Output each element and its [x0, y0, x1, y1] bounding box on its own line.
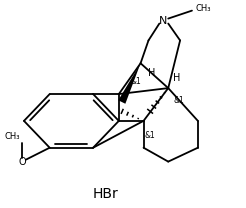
Text: &1: &1 [173, 96, 184, 105]
Text: CH₃: CH₃ [196, 4, 211, 13]
Text: H: H [149, 68, 156, 78]
Polygon shape [118, 63, 140, 104]
Text: HBr: HBr [93, 187, 119, 201]
Text: O: O [18, 157, 26, 167]
Text: H: H [173, 73, 181, 83]
Text: N: N [159, 16, 168, 26]
Text: &1: &1 [130, 77, 141, 86]
Text: &1: &1 [144, 131, 155, 140]
Text: CH₃: CH₃ [4, 132, 20, 141]
